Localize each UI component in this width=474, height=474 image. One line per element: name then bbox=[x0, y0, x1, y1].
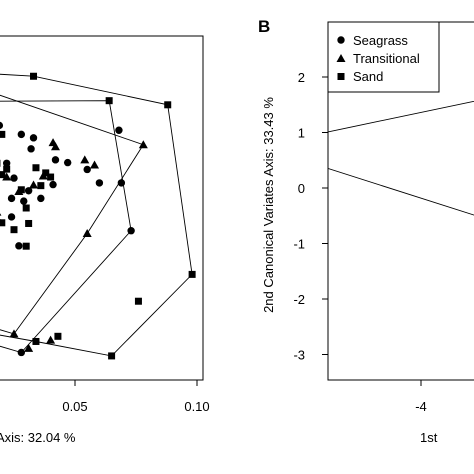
point-sand bbox=[37, 182, 45, 190]
panel-b-y-axis: 2 1 0 -1 -2 -3 bbox=[293, 70, 328, 363]
point-seagrass bbox=[51, 156, 60, 164]
point-sand bbox=[54, 332, 62, 340]
point-seagrass bbox=[15, 242, 23, 250]
legend-marker-square bbox=[337, 73, 345, 80]
point-seagrass bbox=[17, 130, 26, 139]
y-tick-label: -2 bbox=[293, 292, 305, 307]
point-transitional bbox=[2, 172, 12, 181]
point-seagrass bbox=[2, 159, 11, 167]
x-tick-label: -4 bbox=[415, 399, 427, 414]
panel-a: 0.05 0.10 Axis: 32.04 % bbox=[0, 35, 210, 445]
point-transitional bbox=[50, 142, 60, 151]
y-tick-label: 0 bbox=[298, 181, 305, 196]
point-transitional bbox=[138, 140, 148, 149]
point-sand bbox=[17, 186, 25, 194]
point-sand bbox=[0, 171, 6, 179]
x-tick-label: 0.05 bbox=[62, 399, 87, 414]
point-seagrass bbox=[27, 145, 35, 153]
point-sand bbox=[10, 226, 18, 234]
panel-b-letter: B bbox=[258, 17, 270, 36]
point-seagrass bbox=[29, 134, 38, 142]
point-seagrass bbox=[117, 179, 126, 187]
point-transitional bbox=[46, 335, 56, 344]
point-sand bbox=[32, 337, 40, 345]
panel-b-x-axis: -4 bbox=[415, 380, 427, 414]
x-tick-label: 0.10 bbox=[184, 399, 209, 414]
point-sand bbox=[22, 242, 30, 250]
legend-marker-triangle bbox=[336, 54, 346, 62]
hull-sand bbox=[0, 73, 193, 357]
point-seagrass bbox=[7, 213, 16, 221]
y-tick-label: 2 bbox=[298, 70, 305, 85]
point-seagrass bbox=[115, 126, 123, 134]
panel-a-x-axis: 0.05 0.10 bbox=[62, 380, 210, 414]
point-transitional bbox=[90, 160, 100, 169]
point-seagrass bbox=[63, 158, 72, 167]
panel-b-x-axis-label: 1st bbox=[420, 430, 438, 445]
point-sand bbox=[105, 97, 113, 105]
legend-box bbox=[327, 21, 440, 93]
panel-a-plot-frame bbox=[0, 35, 204, 381]
point-sand bbox=[0, 219, 6, 227]
point-seagrass bbox=[20, 197, 28, 205]
point-seagrass bbox=[10, 174, 18, 182]
point-sand bbox=[164, 101, 172, 109]
point-sand bbox=[108, 352, 116, 360]
point-sand bbox=[281, 161, 288, 168]
point-transitional bbox=[9, 329, 19, 338]
point-seagrass bbox=[49, 180, 57, 189]
legend-label-transitional: Transitional bbox=[353, 51, 420, 66]
point-sand bbox=[0, 130, 6, 138]
legend-label-sand: Sand bbox=[353, 69, 383, 84]
point-sand bbox=[22, 204, 30, 212]
panel-b-hulls bbox=[328, 100, 474, 216]
point-transitional bbox=[24, 343, 34, 352]
legend-marker-circle bbox=[337, 36, 345, 44]
y-tick-label: 1 bbox=[298, 126, 305, 141]
point-seagrass bbox=[24, 187, 33, 195]
panel-b-legend: Seagrass Transitional Sand bbox=[327, 21, 440, 93]
panel-a-points bbox=[0, 72, 196, 360]
point-seagrass bbox=[7, 194, 16, 203]
point-transitional bbox=[82, 228, 92, 237]
y-tick-label: -3 bbox=[293, 348, 305, 363]
point-transitional bbox=[0, 213, 2, 216]
point-transitional bbox=[80, 155, 90, 164]
point-seagrass bbox=[83, 165, 91, 174]
panel-b-y-axis-label: 2nd Canonical Variates Axis: 33.43 % bbox=[261, 97, 276, 313]
point-sand bbox=[188, 270, 196, 278]
point-seagrass bbox=[95, 179, 104, 187]
hull-sand bbox=[328, 100, 474, 216]
point-sand bbox=[32, 164, 40, 172]
point-sand bbox=[42, 169, 50, 177]
point-sand bbox=[134, 297, 142, 305]
panel-a-x-axis-label: Axis: 32.04 % bbox=[0, 430, 76, 445]
legend-label-seagrass: Seagrass bbox=[353, 33, 408, 48]
point-seagrass bbox=[0, 121, 4, 130]
point-sand bbox=[30, 72, 38, 80]
point-seagrass bbox=[37, 194, 45, 203]
point-sand bbox=[47, 173, 55, 181]
point-transitional bbox=[29, 180, 39, 189]
point-seagrass bbox=[17, 348, 26, 357]
panel-b: B Seagrass Transitional Sand 2 1 0 -1 -2 -3 -… bbox=[258, 17, 474, 445]
point-sand bbox=[25, 219, 33, 227]
y-tick-label: -1 bbox=[293, 237, 305, 252]
point-seagrass bbox=[127, 227, 135, 235]
point-sand bbox=[3, 165, 11, 173]
